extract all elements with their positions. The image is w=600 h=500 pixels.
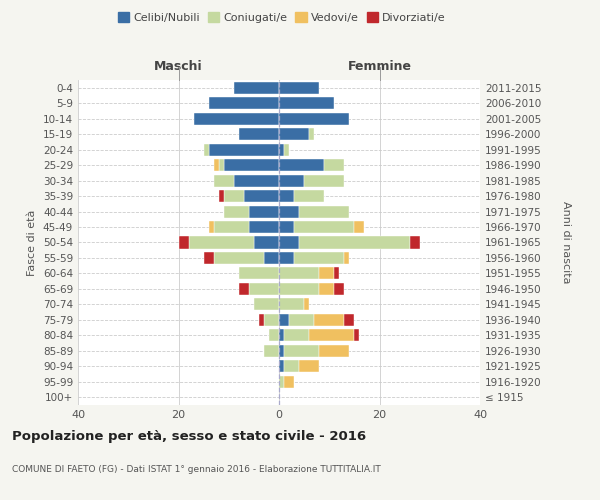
Bar xyxy=(279,144,284,156)
Bar xyxy=(299,206,349,218)
Bar xyxy=(309,330,355,342)
Bar xyxy=(284,330,309,342)
Bar xyxy=(355,221,364,233)
Bar xyxy=(279,345,284,357)
Text: COMUNE DI FAETO (FG) - Dati ISTAT 1° gennaio 2016 - Elaborazione TUTTITALIA.IT: COMUNE DI FAETO (FG) - Dati ISTAT 1° gen… xyxy=(12,465,381,474)
Bar xyxy=(279,376,284,388)
Bar xyxy=(344,314,355,326)
Bar xyxy=(214,221,249,233)
Bar xyxy=(203,144,209,156)
Bar xyxy=(279,236,299,248)
Bar xyxy=(324,159,344,171)
Bar xyxy=(319,283,334,295)
Bar xyxy=(244,190,279,202)
Bar xyxy=(294,190,324,202)
Y-axis label: Fasce di età: Fasce di età xyxy=(28,210,37,276)
Text: Maschi: Maschi xyxy=(154,60,203,74)
Bar xyxy=(264,314,279,326)
Bar xyxy=(279,112,349,124)
Bar xyxy=(224,190,244,202)
Bar xyxy=(284,360,299,372)
Bar xyxy=(249,206,279,218)
Bar xyxy=(254,298,279,310)
Bar xyxy=(299,360,319,372)
Bar xyxy=(234,174,279,186)
Bar xyxy=(279,159,324,171)
Bar xyxy=(279,314,289,326)
Bar xyxy=(279,283,319,295)
Bar xyxy=(218,190,224,202)
Bar xyxy=(299,236,410,248)
Bar xyxy=(214,252,264,264)
Bar xyxy=(218,159,224,171)
Text: Femmine: Femmine xyxy=(347,60,412,74)
Bar xyxy=(279,206,299,218)
Bar xyxy=(319,345,349,357)
Bar xyxy=(279,298,304,310)
Bar xyxy=(194,112,279,124)
Bar xyxy=(214,174,234,186)
Bar xyxy=(279,97,334,110)
Bar xyxy=(203,252,214,264)
Bar xyxy=(304,298,309,310)
Bar xyxy=(239,268,279,280)
Bar xyxy=(234,82,279,94)
Bar xyxy=(304,174,344,186)
Bar xyxy=(254,236,279,248)
Bar xyxy=(289,314,314,326)
Bar xyxy=(344,252,349,264)
Bar xyxy=(239,128,279,140)
Bar xyxy=(269,330,279,342)
Bar xyxy=(279,252,294,264)
Bar xyxy=(309,128,314,140)
Bar xyxy=(279,268,319,280)
Bar xyxy=(284,376,294,388)
Bar xyxy=(259,314,264,326)
Bar xyxy=(284,144,289,156)
Bar xyxy=(279,82,319,94)
Bar xyxy=(319,268,334,280)
Bar xyxy=(279,128,309,140)
Bar xyxy=(279,221,294,233)
Bar xyxy=(334,283,344,295)
Bar xyxy=(179,236,188,248)
Bar xyxy=(224,206,249,218)
Bar xyxy=(249,283,279,295)
Bar xyxy=(214,159,218,171)
Bar xyxy=(188,236,254,248)
Bar xyxy=(279,360,284,372)
Bar xyxy=(355,330,359,342)
Bar xyxy=(279,190,294,202)
Bar xyxy=(279,174,304,186)
Bar xyxy=(209,97,279,110)
Bar xyxy=(264,345,279,357)
Bar xyxy=(264,252,279,264)
Bar xyxy=(294,221,355,233)
Bar xyxy=(410,236,420,248)
Bar xyxy=(334,268,340,280)
Bar xyxy=(209,144,279,156)
Bar xyxy=(284,345,319,357)
Bar xyxy=(224,159,279,171)
Bar xyxy=(279,330,284,342)
Bar xyxy=(314,314,344,326)
Legend: Celibi/Nubili, Coniugati/e, Vedovi/e, Divorziati/e: Celibi/Nubili, Coniugati/e, Vedovi/e, Di… xyxy=(114,8,450,28)
Text: Popolazione per età, sesso e stato civile - 2016: Popolazione per età, sesso e stato civil… xyxy=(12,430,366,443)
Bar xyxy=(209,221,214,233)
Y-axis label: Anni di nascita: Anni di nascita xyxy=(561,201,571,284)
Bar xyxy=(249,221,279,233)
Bar xyxy=(294,252,344,264)
Bar xyxy=(239,283,249,295)
